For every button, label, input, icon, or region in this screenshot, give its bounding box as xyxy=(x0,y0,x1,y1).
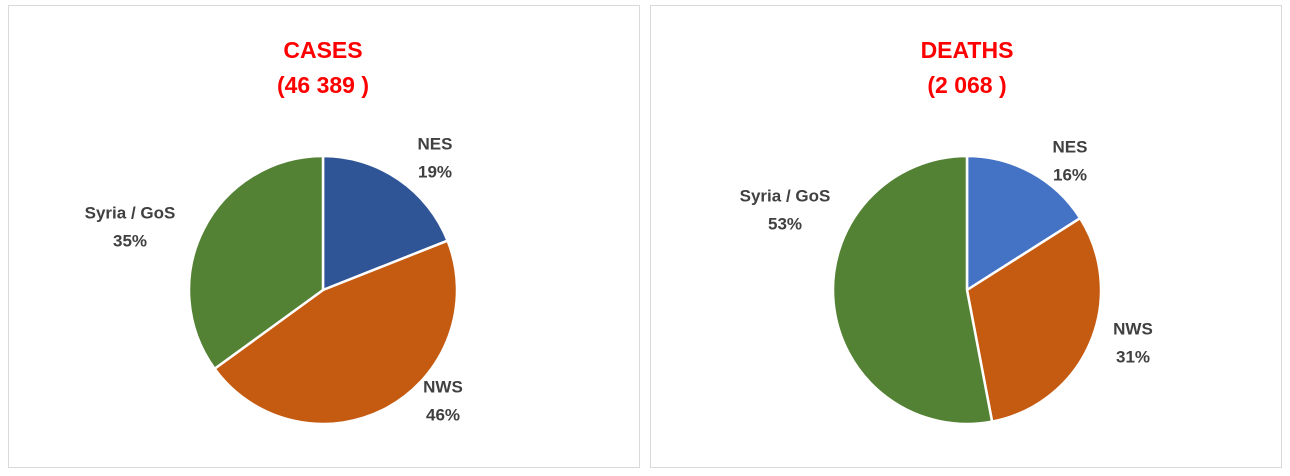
pie-slice xyxy=(321,154,450,292)
slice-value-label: 31% xyxy=(1116,347,1150,366)
slice-value-label: 53% xyxy=(768,214,802,233)
slice-category: NWS xyxy=(423,377,463,396)
slice-category: Syria / GoS xyxy=(85,203,176,222)
slice-category: Syria / GoS xyxy=(740,186,831,205)
chart-subtitle: (46 389 ) xyxy=(277,72,369,98)
chart-subtitle: (2 068 ) xyxy=(927,72,1006,98)
slice-category: NES xyxy=(418,134,453,153)
chart-title: CASES xyxy=(283,37,362,63)
pie-slice xyxy=(965,154,1082,293)
pie-slice xyxy=(831,154,994,426)
slice-category: NWS xyxy=(1113,319,1153,338)
slice-value-label: 19% xyxy=(418,162,452,181)
chart-title: DEATHS xyxy=(921,37,1014,63)
pie-slice xyxy=(212,239,459,426)
slice-category: NES xyxy=(1053,137,1088,156)
pie-slice xyxy=(187,154,325,371)
slice-value-label: 35% xyxy=(113,231,147,250)
slice-value-label: 16% xyxy=(1053,165,1087,184)
pie-slice xyxy=(965,216,1103,424)
slice-value-label: 46% xyxy=(426,405,460,424)
